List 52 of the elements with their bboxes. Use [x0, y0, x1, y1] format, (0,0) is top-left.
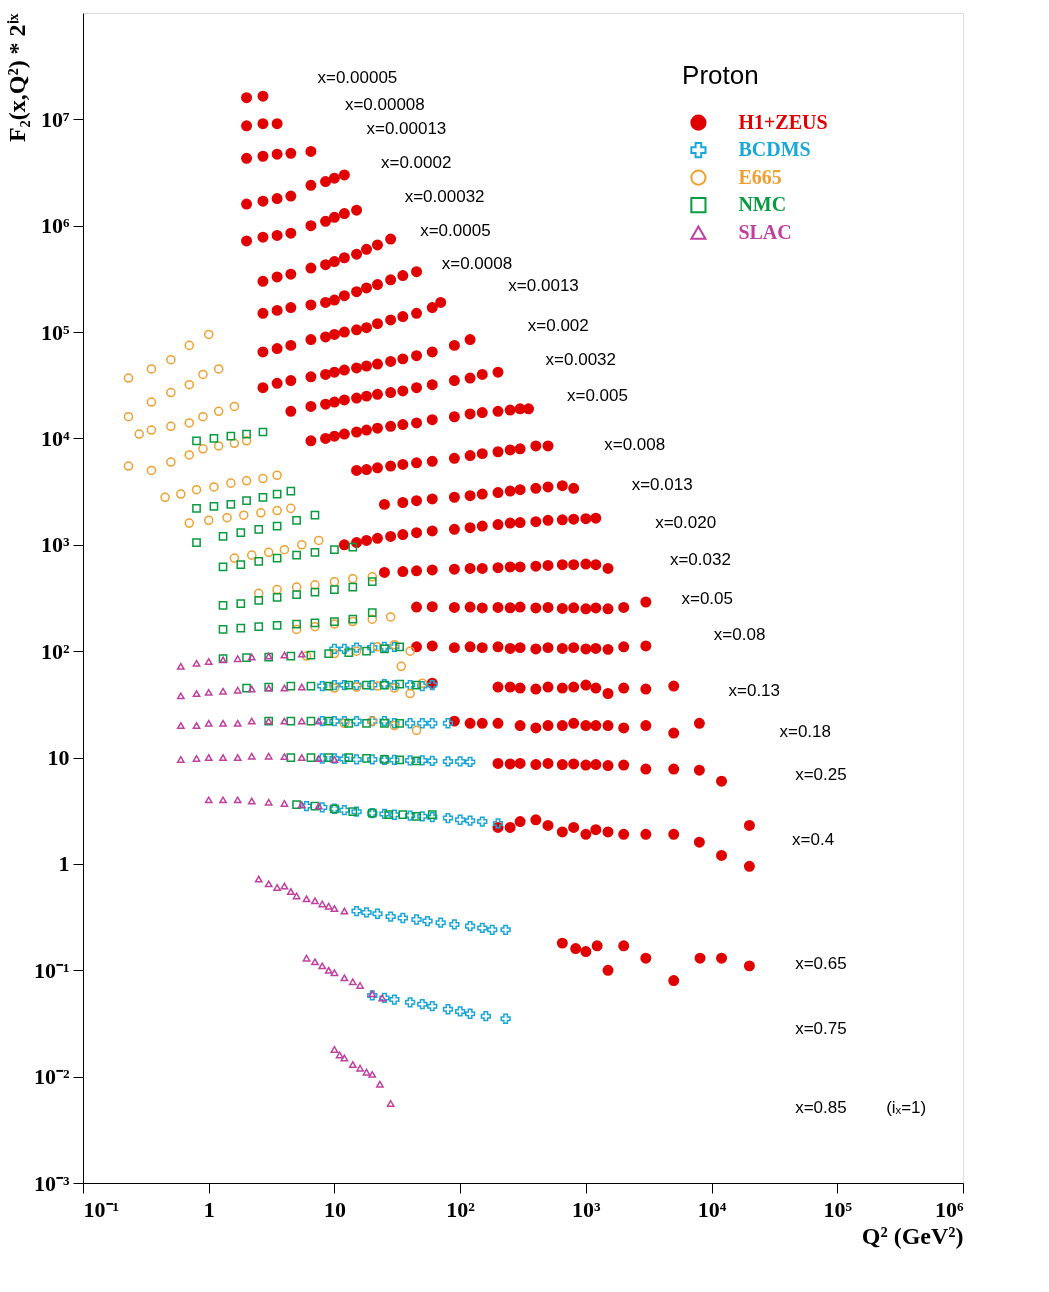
- x-tick-label: 10⁴: [697, 1196, 727, 1222]
- y-tick-label: 10⁻³: [33, 1170, 70, 1196]
- annotation: x=0.13: [728, 680, 781, 700]
- annotation: x=0.008: [604, 435, 666, 455]
- x-tick-label: 10: [323, 1196, 346, 1222]
- legend-label: SLAC: [738, 220, 792, 243]
- annotation: x=0.002: [527, 316, 589, 336]
- annotation: x=0.005: [566, 385, 628, 405]
- annotation: x=0.00032: [404, 186, 485, 206]
- annotation: x=0.0032: [545, 349, 617, 369]
- annotation: x=0.85: [795, 1098, 847, 1118]
- annotation: x=0.0013: [508, 276, 579, 296]
- y-tick-label: 10⁷: [40, 106, 70, 132]
- annotation: x=0.08: [713, 625, 766, 645]
- annotation: x=0.032: [669, 549, 731, 569]
- annotation: x=0.00005: [317, 67, 398, 87]
- y-tick-label: 1: [58, 851, 70, 877]
- annotation: x=0.65: [795, 954, 847, 974]
- annotation: x=0.0008: [441, 254, 513, 274]
- x-tick-label: 10²: [446, 1196, 476, 1222]
- x-tick-label: 10⁵: [823, 1196, 853, 1222]
- x-tick-label: 10⁻¹: [83, 1196, 120, 1222]
- annotation: x=0.0005: [420, 220, 491, 240]
- annotation: x=0.00013: [366, 119, 447, 139]
- annotation: x=0.020: [655, 512, 717, 532]
- annotation: x=0.00008: [344, 95, 425, 115]
- y-axis-title: F₂(x,Q²) * 2ⁱˣ: [3, 13, 30, 143]
- x-axis-title: Q² (GeV²): [861, 1222, 964, 1249]
- legend-title: Proton: [682, 59, 759, 90]
- y-tick-label: 10²: [40, 638, 70, 664]
- x-tick-label: 10³: [572, 1196, 602, 1222]
- y-tick-label: 10³: [40, 532, 70, 558]
- annotation: x=0.25: [795, 765, 847, 785]
- y-tick-label: 10⁴: [40, 425, 70, 451]
- y-tick-label: 10⁻²: [33, 1064, 70, 1090]
- y-tick-label: 10⁵: [40, 319, 70, 345]
- legend-label: NMC: [738, 193, 787, 216]
- legend-label: H1+ZEUS: [738, 110, 828, 133]
- annotation: x=0.18: [779, 721, 831, 741]
- annotation: x=0.0002: [380, 153, 452, 173]
- y-tick-label: 10⁶: [40, 213, 70, 239]
- x-tick-label: 10⁶: [934, 1196, 964, 1222]
- legend-label: E665: [738, 165, 782, 188]
- legend-label: BCDMS: [738, 138, 811, 161]
- annotation: x=0.75: [795, 1018, 847, 1038]
- y-tick-label: 10: [47, 745, 70, 771]
- annotation: x=0.013: [631, 475, 693, 495]
- annotation: x=0.4: [792, 830, 835, 850]
- y-tick-label: 10⁻¹: [33, 957, 70, 983]
- annotation: (iₓ=1): [886, 1098, 927, 1118]
- x-tick-label: 1: [203, 1196, 215, 1222]
- annotation: x=0.05: [681, 589, 733, 609]
